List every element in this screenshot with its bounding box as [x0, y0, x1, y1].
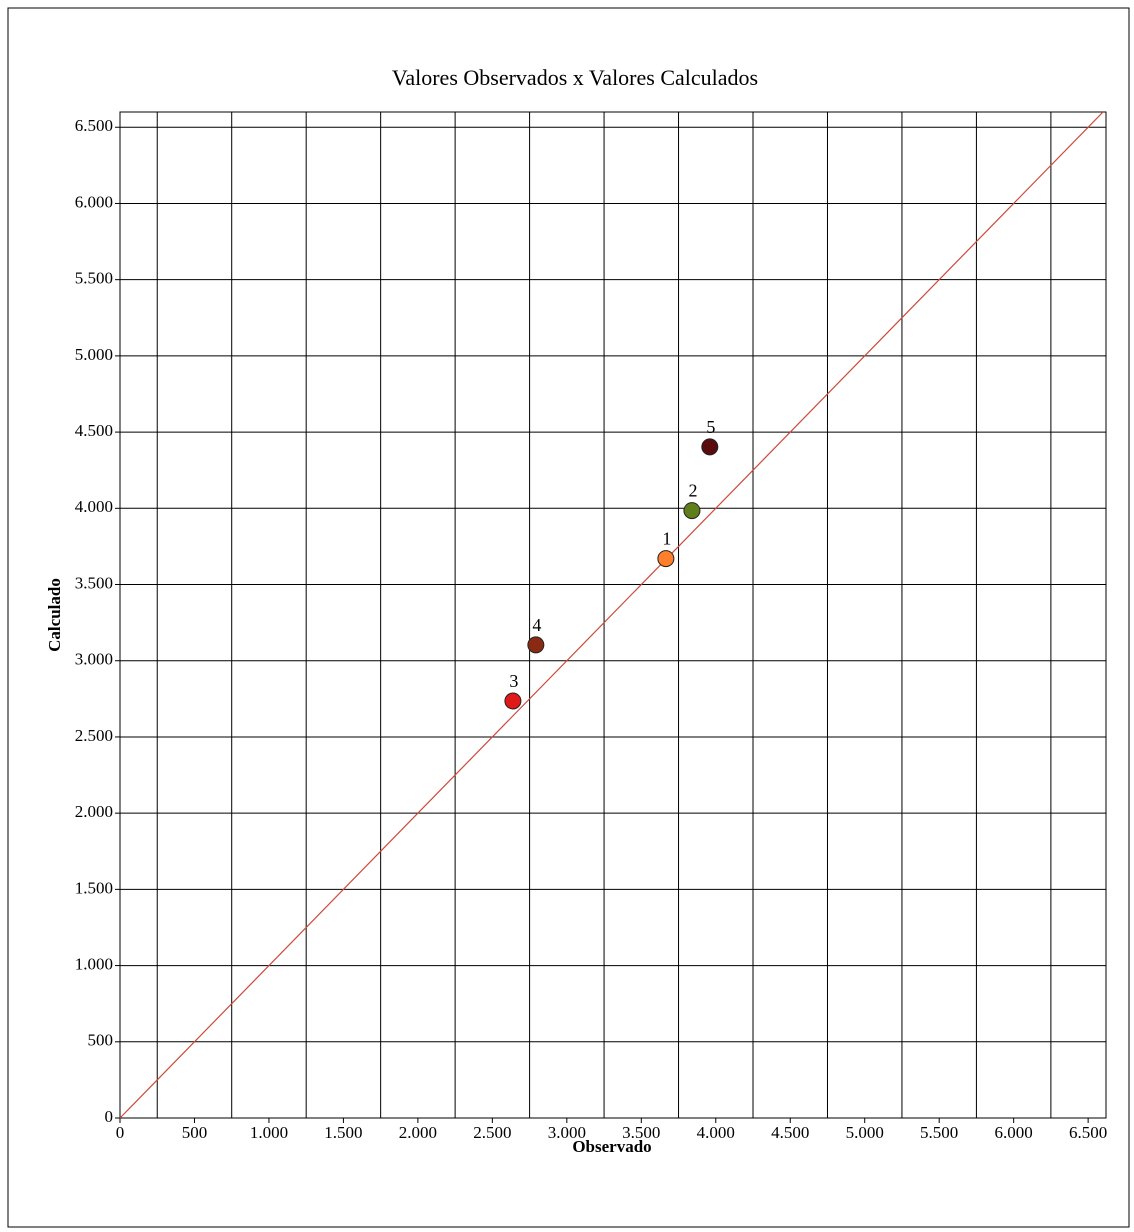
- plot-area: [119, 111, 1107, 1119]
- chart-title: Valores Observados x Valores Calculados: [392, 65, 758, 90]
- y-tick-label: 5.000: [75, 345, 113, 364]
- y-tick-label: 0: [105, 1107, 114, 1126]
- x-tick-label: 3.000: [548, 1123, 586, 1142]
- y-tick-label: 4.500: [75, 421, 113, 440]
- y-tick-label: 4.000: [75, 497, 113, 516]
- y-tick-label: 2.500: [75, 726, 113, 745]
- y-tick-label: 3.500: [75, 573, 113, 592]
- point: [504, 692, 522, 710]
- y-tick-label: 6.000: [75, 192, 113, 211]
- x-tick-label: 4.000: [697, 1123, 735, 1142]
- point-label: 2: [688, 481, 697, 501]
- x-axis-label: Observado: [572, 1137, 651, 1156]
- frame: [7, 7, 1130, 1228]
- identity-line: [119, 111, 1104, 1119]
- x-tick-label: 1.500: [324, 1123, 362, 1142]
- x-tick-label: 3.500: [622, 1123, 660, 1142]
- y-tick-label: 3.000: [75, 650, 113, 669]
- point: [701, 438, 719, 456]
- y-tick-label: 2.000: [75, 802, 113, 821]
- y-tick-label: 1.000: [75, 954, 113, 973]
- x-tick-label: 6.000: [995, 1123, 1033, 1142]
- x-tick-label: 500: [182, 1123, 208, 1142]
- x-tick-label: 6.500: [1069, 1123, 1107, 1142]
- point-label: 3: [509, 671, 518, 691]
- y-tick-label: 6.500: [75, 116, 113, 135]
- y-tick-label: 1.500: [75, 878, 113, 897]
- y-axis-label: Calculado: [45, 578, 64, 652]
- x-tick-label: 2.000: [399, 1123, 437, 1142]
- x-tick-label: 1.000: [250, 1123, 288, 1142]
- point: [527, 636, 545, 654]
- point: [683, 502, 701, 520]
- point-label: 4: [532, 615, 541, 635]
- x-tick-label: 5.000: [846, 1123, 884, 1142]
- point-label: 5: [706, 417, 715, 437]
- x-tick-label: 4.500: [771, 1123, 809, 1142]
- x-tick-label: 5.500: [920, 1123, 958, 1142]
- x-tick-label: 2.500: [473, 1123, 511, 1142]
- point-label: 1: [662, 529, 671, 549]
- y-tick-label: 5.500: [75, 269, 113, 288]
- point: [657, 550, 675, 568]
- x-tick-label: 0: [116, 1123, 125, 1142]
- y-tick-label: 500: [88, 1031, 114, 1050]
